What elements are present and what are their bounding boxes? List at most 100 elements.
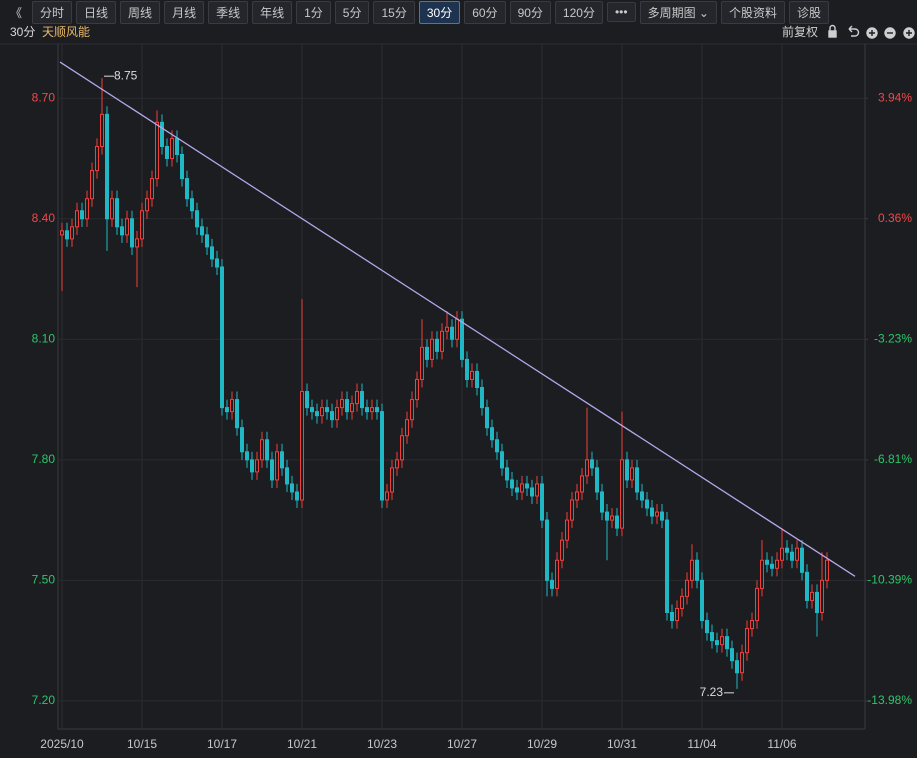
candle-body — [270, 459, 274, 481]
candle-body — [485, 407, 489, 429]
candle-body — [120, 226, 124, 236]
candle-body — [660, 511, 664, 521]
candle-body — [725, 636, 729, 650]
candle-body — [210, 246, 214, 260]
candle-body — [655, 511, 659, 517]
toolbar-button[interactable]: 个股资料 — [720, 0, 785, 24]
candle-body — [345, 399, 349, 413]
candle-body — [330, 411, 334, 421]
candle-body — [675, 607, 679, 622]
candle-body — [495, 439, 499, 453]
candle-body — [235, 399, 239, 429]
candle-body — [215, 258, 219, 268]
toolbar-button[interactable]: 分时 — [32, 0, 73, 24]
candle-body — [710, 632, 714, 642]
toolbar-button[interactable]: 30分 — [418, 0, 461, 24]
candle-body — [165, 145, 169, 160]
candle-body — [595, 467, 599, 493]
candle-body — [735, 660, 739, 674]
candle-body — [640, 491, 644, 501]
candle-body — [695, 559, 699, 581]
toolbar-button[interactable]: 《 — [10, 5, 23, 20]
candle-body — [705, 620, 709, 634]
candle-body — [500, 451, 504, 469]
candle-body — [250, 459, 254, 473]
toolbar-button[interactable]: 日线 — [76, 0, 117, 24]
candle-body — [755, 587, 759, 622]
candle-body — [90, 170, 94, 200]
candle-body — [370, 407, 374, 413]
candle-body — [340, 399, 344, 409]
toolbar-button[interactable]: 年线 — [252, 0, 293, 24]
candle-body — [180, 154, 184, 180]
toolbar-button[interactable]: 60分 — [464, 0, 506, 24]
candle-body — [615, 515, 619, 529]
toolbar-button[interactable]: 15分 — [373, 0, 415, 24]
candle-body — [650, 507, 654, 517]
candle-body — [275, 451, 279, 481]
candle-body — [620, 459, 624, 529]
candle-body — [465, 358, 469, 380]
candle-body — [745, 628, 749, 654]
candle-body — [750, 620, 754, 630]
candle-body — [405, 419, 409, 437]
candle-body — [195, 210, 199, 228]
toolbar-button[interactable]: 多周期图 ⌄ — [639, 0, 717, 24]
y2-tick-label: -6.81% — [874, 452, 912, 466]
candle-body — [685, 579, 689, 597]
candle-body — [240, 427, 244, 453]
candle-body — [635, 467, 639, 493]
candle-body — [420, 346, 424, 380]
candle-body — [425, 346, 429, 360]
candle-body — [470, 370, 474, 380]
toolbar-button[interactable]: 5分 — [334, 0, 370, 24]
candle-body — [135, 238, 139, 248]
candle-body — [375, 407, 379, 413]
toolbar-button[interactable]: 120分 — [554, 0, 603, 24]
candle-body — [770, 563, 774, 569]
candle-body — [150, 178, 154, 200]
candle-body — [385, 491, 389, 501]
toolbar-button[interactable]: 90分 — [509, 0, 551, 24]
candle-body — [365, 407, 369, 413]
candle-body — [605, 511, 609, 521]
candle-body — [580, 475, 584, 493]
annotation-label: 8.75 — [114, 68, 138, 82]
candle-body — [285, 467, 289, 485]
toolbar-button[interactable]: 季线 — [208, 0, 249, 24]
candle-body — [390, 467, 394, 493]
candle-body — [85, 198, 89, 220]
candle-body — [415, 378, 419, 401]
candle-body — [520, 483, 524, 493]
candle-body — [805, 571, 809, 601]
candle-body — [545, 519, 549, 581]
candle-body — [450, 326, 454, 340]
adjust-button[interactable]: 前复权 — [782, 24, 818, 39]
y-tick-label: 8.70 — [32, 90, 56, 104]
candle-body — [810, 591, 814, 601]
candle-body — [310, 407, 314, 413]
toolbar-button[interactable]: 1分 — [296, 0, 331, 24]
y2-tick-label: -13.98% — [867, 693, 912, 707]
candle-body — [335, 407, 339, 421]
candle-body — [785, 547, 789, 553]
x-tick-label: 10/23 — [367, 737, 397, 751]
candle-body — [480, 387, 484, 409]
header-icons — [828, 24, 915, 39]
toolbar-button[interactable]: 诊股 — [788, 0, 829, 24]
candle-body — [75, 210, 79, 228]
toolbar-button[interactable]: ••• — [606, 2, 636, 22]
candle-body — [815, 591, 819, 613]
candle-body — [690, 559, 694, 581]
candle-body — [255, 459, 259, 473]
y-tick-label: 7.20 — [32, 693, 56, 707]
candle-body — [315, 411, 319, 417]
y-tick-label: 7.80 — [32, 452, 56, 466]
toolbar-button[interactable]: 月线 — [164, 0, 205, 24]
candle-body — [525, 483, 529, 489]
candle-body — [585, 459, 589, 477]
y2-tick-label: -10.39% — [867, 572, 912, 586]
toolbar-button[interactable]: 周线 — [120, 0, 161, 24]
